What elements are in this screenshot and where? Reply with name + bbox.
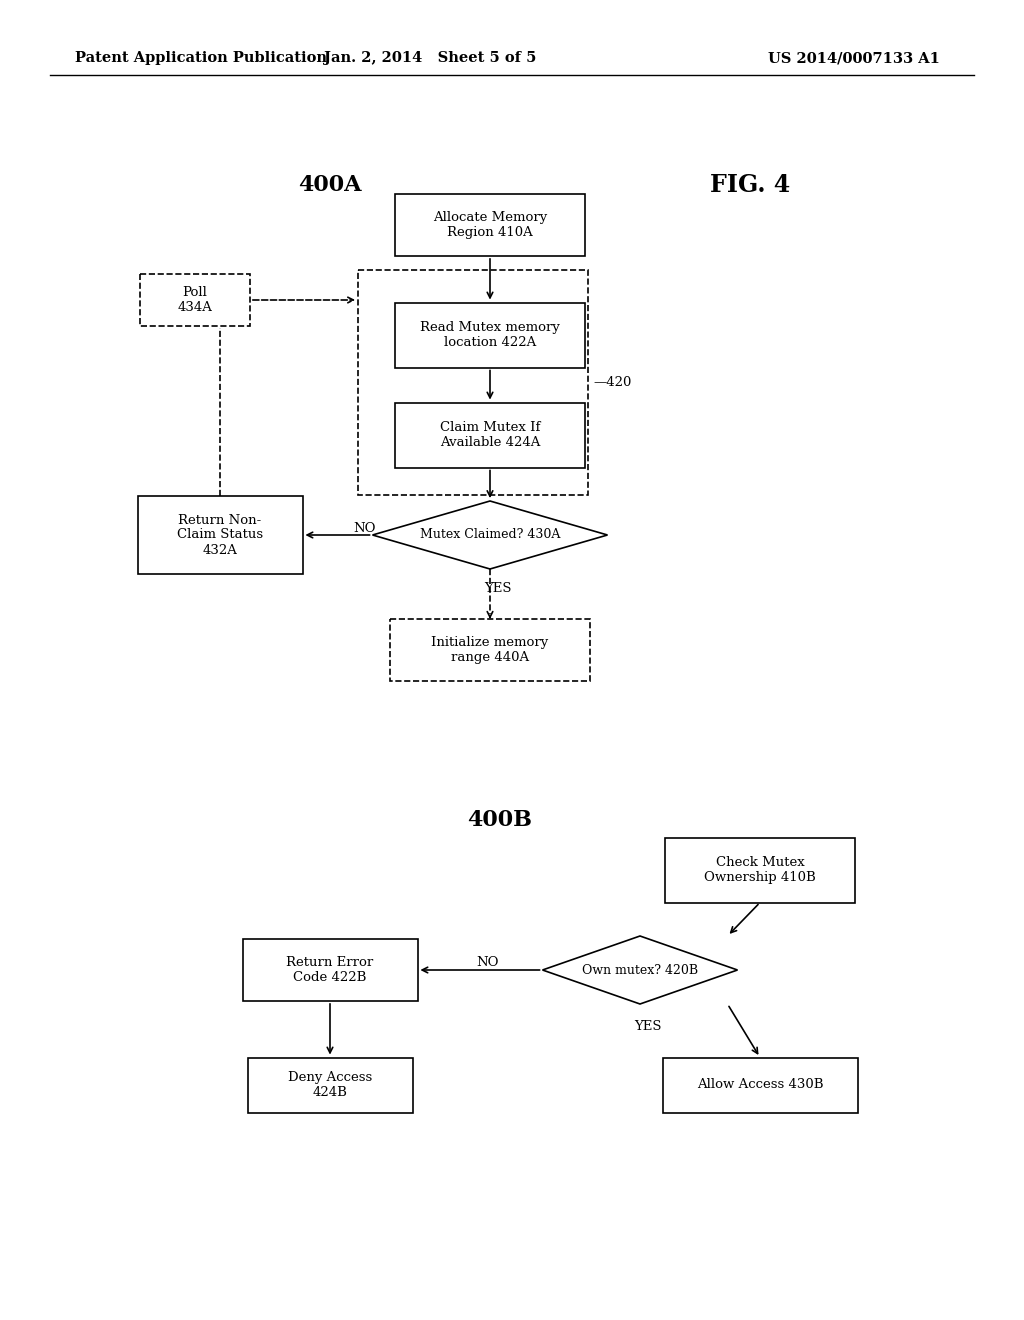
Text: YES: YES [484, 582, 512, 595]
Text: FIG. 4: FIG. 4 [710, 173, 791, 197]
Bar [665, 837, 855, 903]
Text: Own mutex? 420B: Own mutex? 420B [582, 964, 698, 977]
Text: Deny Access
424B: Deny Access 424B [288, 1071, 372, 1100]
Text: YES: YES [634, 1019, 662, 1032]
Text: NO: NO [477, 956, 500, 969]
Bar [663, 1057, 857, 1113]
Text: Allow Access 430B: Allow Access 430B [696, 1078, 823, 1092]
Text: Read Mutex memory
location 422A: Read Mutex memory location 422A [420, 321, 560, 348]
Polygon shape [373, 502, 607, 569]
Bar [395, 302, 585, 367]
Text: Patent Application Publication: Patent Application Publication [75, 51, 327, 65]
Text: 400B: 400B [468, 809, 532, 832]
Text: US 2014/0007133 A1: US 2014/0007133 A1 [768, 51, 940, 65]
Text: Check Mutex
Ownership 410B: Check Mutex Ownership 410B [705, 855, 816, 884]
Bar [140, 275, 250, 326]
Text: Return Non-
Claim Status
432A: Return Non- Claim Status 432A [177, 513, 263, 557]
Text: Poll
434A: Poll 434A [177, 286, 212, 314]
Text: Jan. 2, 2014   Sheet 5 of 5: Jan. 2, 2014 Sheet 5 of 5 [324, 51, 537, 65]
Text: Claim Mutex If
Available 424A: Claim Mutex If Available 424A [440, 421, 541, 449]
Text: Allocate Memory
Region 410A: Allocate Memory Region 410A [433, 211, 547, 239]
Text: —420: —420 [593, 376, 632, 389]
Bar [390, 619, 590, 681]
Text: Mutex Claimed? 430A: Mutex Claimed? 430A [420, 528, 560, 541]
Bar [248, 1057, 413, 1113]
Text: NO: NO [353, 521, 376, 535]
Polygon shape [543, 936, 737, 1005]
Bar [395, 403, 585, 467]
Bar [358, 271, 588, 495]
Text: 400A: 400A [298, 174, 361, 195]
Text: Initialize memory
range 440A: Initialize memory range 440A [431, 636, 549, 664]
Text: Return Error
Code 422B: Return Error Code 422B [287, 956, 374, 983]
Bar [243, 939, 418, 1001]
Bar [137, 496, 302, 574]
Bar [395, 194, 585, 256]
